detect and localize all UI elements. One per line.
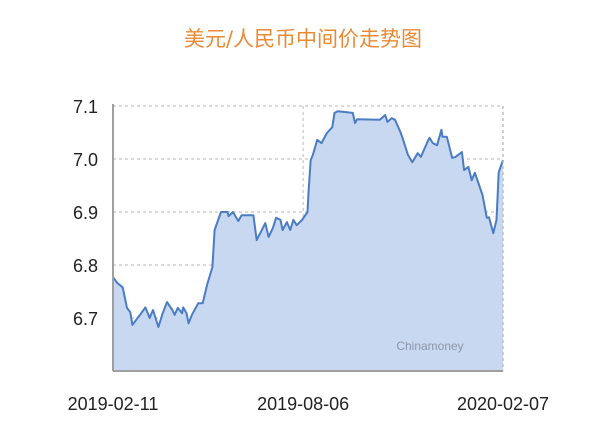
y-tick-labels: 7.1 7.0 6.9 6.8 6.7 <box>73 97 98 329</box>
x-tick-label: 2019-02-11 <box>68 394 159 414</box>
y-tick-label: 7.1 <box>73 97 98 117</box>
y-tick-label: 6.7 <box>73 309 98 329</box>
x-tick-label: 2020-02-07 <box>457 394 549 414</box>
y-tick-label: 6.9 <box>73 203 98 223</box>
y-tick-label: 6.8 <box>73 256 98 276</box>
y-tick-label: 7.0 <box>73 150 98 170</box>
x-tick-label: 2019-08-06 <box>257 394 349 414</box>
x-tick-labels: 2019-02-11 2019-08-06 2020-02-07 <box>68 394 549 414</box>
series-line <box>112 110 504 328</box>
watermark: Chinamoney <box>396 339 463 353</box>
area-fill <box>113 111 503 372</box>
axes <box>112 104 504 372</box>
chart-title: 美元/人民币中间价走势图 <box>184 27 422 51</box>
